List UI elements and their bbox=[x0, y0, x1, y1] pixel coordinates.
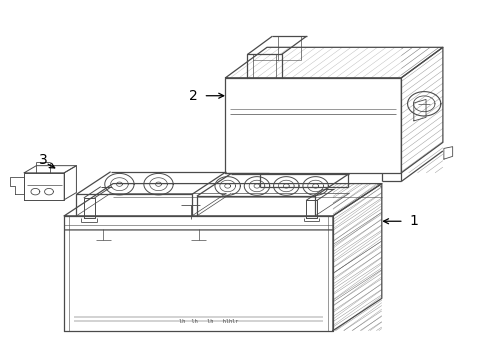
Text: 2: 2 bbox=[189, 89, 198, 103]
Text: 1: 1 bbox=[409, 214, 418, 228]
Text: 3: 3 bbox=[39, 153, 48, 167]
Text: lh  lh   lh   hlhlr: lh lh lh hlhlr bbox=[179, 319, 238, 324]
